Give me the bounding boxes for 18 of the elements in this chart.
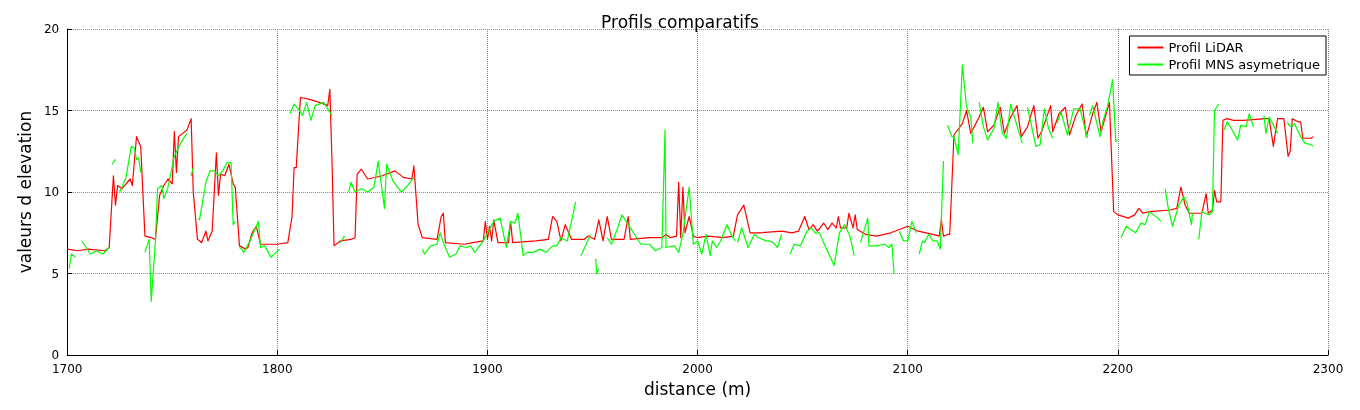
x-axis-title: distance (m) [643, 378, 752, 399]
x-tick-label: 1900 [472, 362, 503, 377]
y-tick-label: 15 [43, 103, 60, 118]
x-tick-label: 2300 [1312, 362, 1344, 377]
x-tick-label: 1800 [262, 362, 293, 377]
line-series [66, 88, 1314, 252]
y-tick-label: 10 [43, 185, 60, 200]
x-tick-label: 2000 [682, 362, 713, 377]
x-tick-label: 2100 [892, 362, 923, 377]
y-tick-label: 5 [51, 266, 60, 281]
chart-title: Profils comparatifs [601, 11, 760, 32]
legend-label: Profil LiDAR [1168, 40, 1244, 55]
y-tick-label: 0 [51, 348, 60, 363]
x-tick-label: 2200 [1102, 362, 1134, 377]
x-tick-label: 1700 [51, 362, 83, 377]
y-tick-label: 20 [43, 22, 60, 36]
legend-label: Profil MNS asymetrique [1168, 57, 1321, 72]
y-axis-title: valeurs d elevation [14, 110, 35, 274]
